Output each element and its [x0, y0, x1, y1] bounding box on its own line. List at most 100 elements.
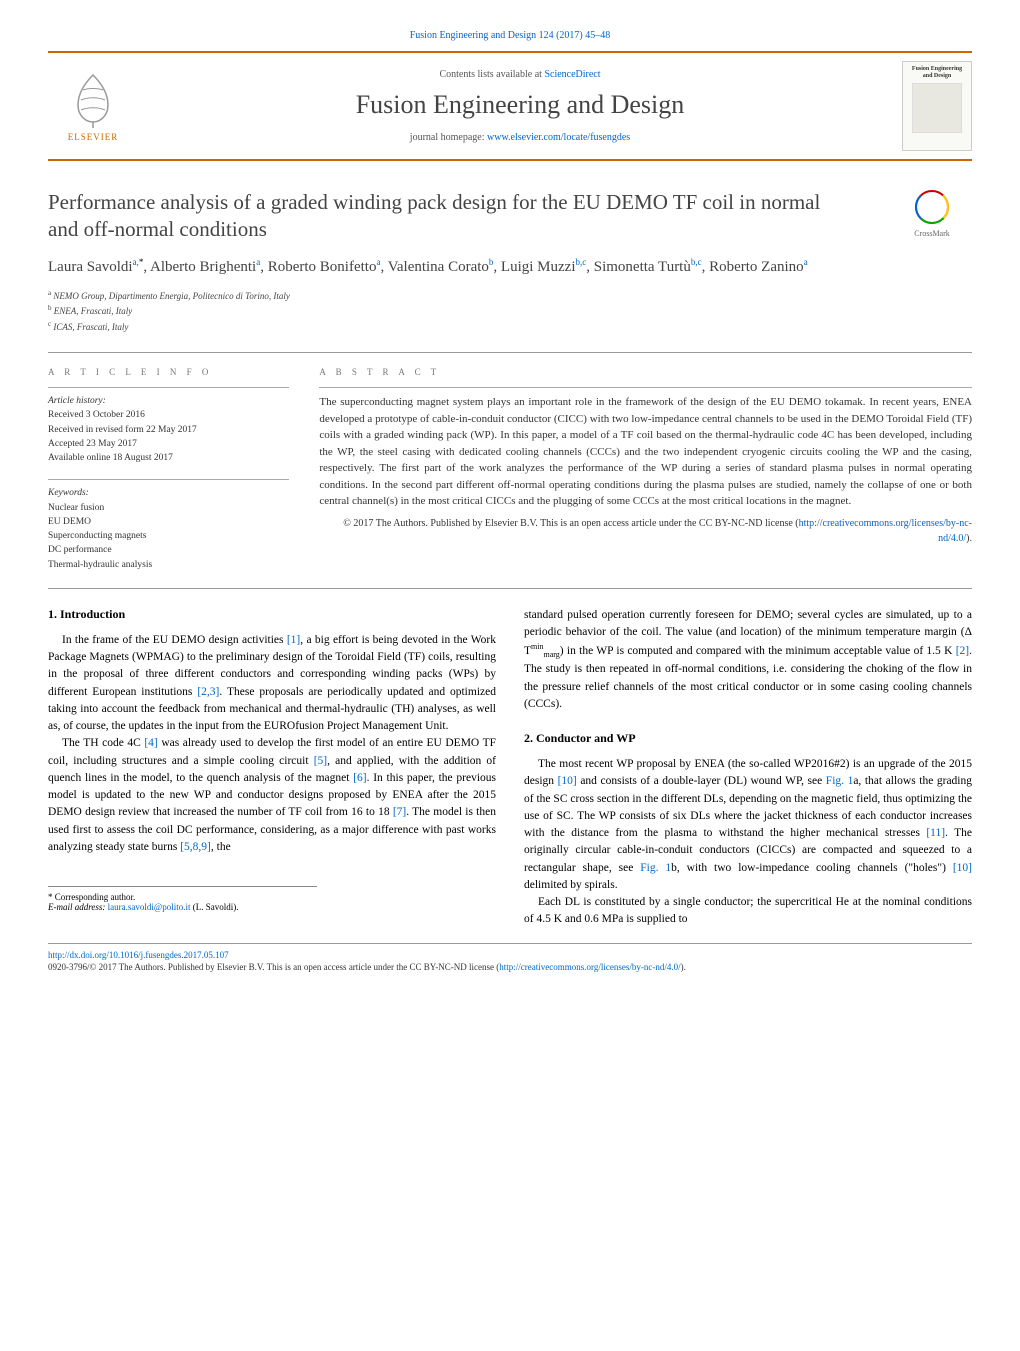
elsevier-label: ELSEVIER: [68, 132, 119, 142]
cover-image-placeholder: [912, 83, 962, 133]
author-7: , Roberto Zanino: [702, 259, 804, 275]
abstract-rule: [319, 387, 972, 388]
intro-p2: The TH code 4C [4] was already used to d…: [48, 735, 496, 856]
ref-7[interactable]: [7]: [393, 806, 406, 818]
elsevier-logo[interactable]: ELSEVIER: [48, 61, 138, 151]
journal-header-bar: ELSEVIER Contents lists available at Sci…: [48, 51, 972, 161]
ref-1[interactable]: [1]: [287, 634, 300, 646]
contents-prefix: Contents lists available at: [439, 69, 544, 80]
homepage-prefix: journal homepage:: [410, 132, 487, 143]
author-6-sup[interactable]: b,c: [691, 257, 702, 267]
intro-p1-a: In the frame of the EU DEMO design activ…: [62, 634, 287, 646]
author-5: , Luigi Muzzi: [493, 259, 575, 275]
keyword-1: Nuclear fusion: [48, 501, 289, 515]
corr-email-link[interactable]: laura.savoldi@polito.it: [108, 902, 191, 912]
crossmark-label: CrossMark: [892, 229, 972, 238]
author-7-sup[interactable]: a: [804, 257, 808, 267]
article-history: Article history: Received 3 October 2016…: [48, 394, 289, 465]
info-abstract-row: a r t i c l e i n f o Article history: R…: [48, 367, 972, 572]
intro-heading: 1. Introduction: [48, 607, 496, 622]
ref-6[interactable]: [6]: [353, 772, 366, 784]
col2-p1-b: ) in the WP is computed and compared wit…: [560, 645, 956, 657]
abstract-text: The superconducting magnet system plays …: [319, 394, 972, 510]
crossmark-badge[interactable]: CrossMark: [892, 189, 972, 238]
footer-copyright: 0920-3796/© 2017 The Authors. Published …: [48, 961, 972, 974]
journal-name: Fusion Engineering and Design: [150, 90, 890, 120]
body-columns: 1. Introduction In the frame of the EU D…: [48, 607, 972, 929]
ref-2[interactable]: [2]: [956, 645, 969, 657]
corr-name: (L. Savoldi).: [190, 902, 238, 912]
fig-1-link[interactable]: Fig. 1: [826, 775, 854, 787]
ref-11[interactable]: [11]: [926, 827, 945, 839]
citation-link[interactable]: Fusion Engineering and Design 124 (2017)…: [410, 30, 611, 41]
ref-4[interactable]: [4]: [144, 737, 157, 749]
keyword-5: Thermal-hydraulic analysis: [48, 558, 289, 572]
ref-10[interactable]: [10]: [558, 775, 577, 787]
info-rule-2: [48, 479, 289, 480]
journal-cover-thumbnail[interactable]: Fusion Engineering and Design: [902, 61, 972, 151]
cond-p1-f: delimited by spirals.: [524, 879, 618, 891]
homepage-link[interactable]: www.elsevier.com/locate/fusengdes: [487, 132, 630, 143]
history-revised: Received in revised form 22 May 2017: [48, 423, 289, 437]
doi-link[interactable]: http://dx.doi.org/10.1016/j.fusengdes.20…: [48, 950, 229, 960]
authors-line: Laura Savoldia,*, Alberto Brighentia, Ro…: [48, 256, 972, 278]
footer-license-link[interactable]: http://creativecommons.org/licenses/by-n…: [499, 962, 680, 972]
homepage-line: journal homepage: www.elsevier.com/locat…: [150, 132, 890, 143]
author-3: , Roberto Bonifetto: [260, 259, 376, 275]
citation-journal: Fusion Engineering and Design: [410, 30, 536, 41]
right-column: standard pulsed operation currently fore…: [524, 607, 972, 929]
affiliation-c-text: ICAS, Frascati, Italy: [53, 322, 128, 332]
copyright-text: © 2017 The Authors. Published by Elsevie…: [343, 518, 798, 529]
history-online: Available online 18 August 2017: [48, 451, 289, 465]
divider-2: [48, 588, 972, 589]
affiliation-b-text: ENEA, Frascati, Italy: [54, 306, 133, 316]
ref-2-3[interactable]: [2,3]: [197, 686, 219, 698]
corr-label-text: Corresponding author.: [55, 892, 136, 902]
email-label: E-mail address:: [48, 902, 108, 912]
fig-1-link-2[interactable]: Fig. 1: [640, 862, 671, 874]
crossmark-icon: [914, 189, 950, 225]
header-citation: Fusion Engineering and Design 124 (2017)…: [48, 30, 972, 41]
affiliation-c: c ICAS, Frascati, Italy: [48, 319, 972, 335]
copyright-end: ).: [966, 533, 972, 544]
ref-10-2[interactable]: [10]: [953, 862, 972, 874]
abstract-heading: a b s t r a c t: [319, 367, 972, 377]
journal-center-block: Contents lists available at ScienceDirec…: [150, 69, 890, 143]
cond-p1-b: and consists of a double-layer (DL) woun…: [577, 775, 826, 787]
article-info-col: a r t i c l e i n f o Article history: R…: [48, 367, 289, 572]
keywords-block: Keywords: Nuclear fusion EU DEMO Superco…: [48, 479, 289, 572]
divider-1: [48, 352, 972, 353]
intro-p2-f: , the: [211, 841, 231, 853]
keyword-4: DC performance: [48, 543, 289, 557]
footer-text-a: 0920-3796/© 2017 The Authors. Published …: [48, 962, 499, 972]
ref-589[interactable]: [5,8,9]: [180, 841, 211, 853]
cond-p1: The most recent WP proposal by ENEA (the…: [524, 756, 972, 894]
conductor-heading: 2. Conductor and WP: [524, 731, 972, 746]
title-block: Performance analysis of a graded winding…: [48, 189, 972, 244]
col2-p1: standard pulsed operation currently fore…: [524, 607, 972, 713]
intro-p2-a: The TH code 4C: [62, 737, 144, 749]
info-rule-1: [48, 387, 289, 388]
contents-line: Contents lists available at ScienceDirec…: [150, 69, 890, 80]
corr-email-line: E-mail address: laura.savoldi@polito.it …: [48, 902, 317, 912]
page-footer: http://dx.doi.org/10.1016/j.fusengdes.20…: [48, 943, 972, 974]
cond-p2: Each DL is constituted by a single condu…: [524, 894, 972, 929]
affiliations: a NEMO Group, Dipartimento Energia, Poli…: [48, 288, 972, 335]
author-4: , Valentina Corato: [380, 259, 488, 275]
corresponding-block: * Corresponding author. E-mail address: …: [48, 886, 317, 912]
intro-p1: In the frame of the EU DEMO design activ…: [48, 632, 496, 736]
col2-p1-sub: marg: [543, 650, 559, 659]
abstract-col: a b s t r a c t The superconducting magn…: [319, 367, 972, 572]
keyword-2: EU DEMO: [48, 515, 289, 529]
ref-5[interactable]: [5]: [314, 755, 327, 767]
abstract-copyright: © 2017 The Authors. Published by Elsevie…: [319, 516, 972, 546]
sciencedirect-link[interactable]: ScienceDirect: [544, 69, 600, 80]
citation-volpages: 124 (2017) 45–48: [539, 30, 611, 41]
keywords-label: Keywords:: [48, 486, 289, 500]
affiliation-b: b ENEA, Frascati, Italy: [48, 303, 972, 319]
corr-label: * Corresponding author.: [48, 892, 317, 902]
author-5-sup[interactable]: b,c: [576, 257, 587, 267]
affiliation-a-text: NEMO Group, Dipartimento Energia, Polite…: [53, 291, 289, 301]
license-link[interactable]: http://creativecommons.org/licenses/by-n…: [799, 518, 972, 544]
cover-title: Fusion Engineering and Design: [907, 66, 967, 79]
